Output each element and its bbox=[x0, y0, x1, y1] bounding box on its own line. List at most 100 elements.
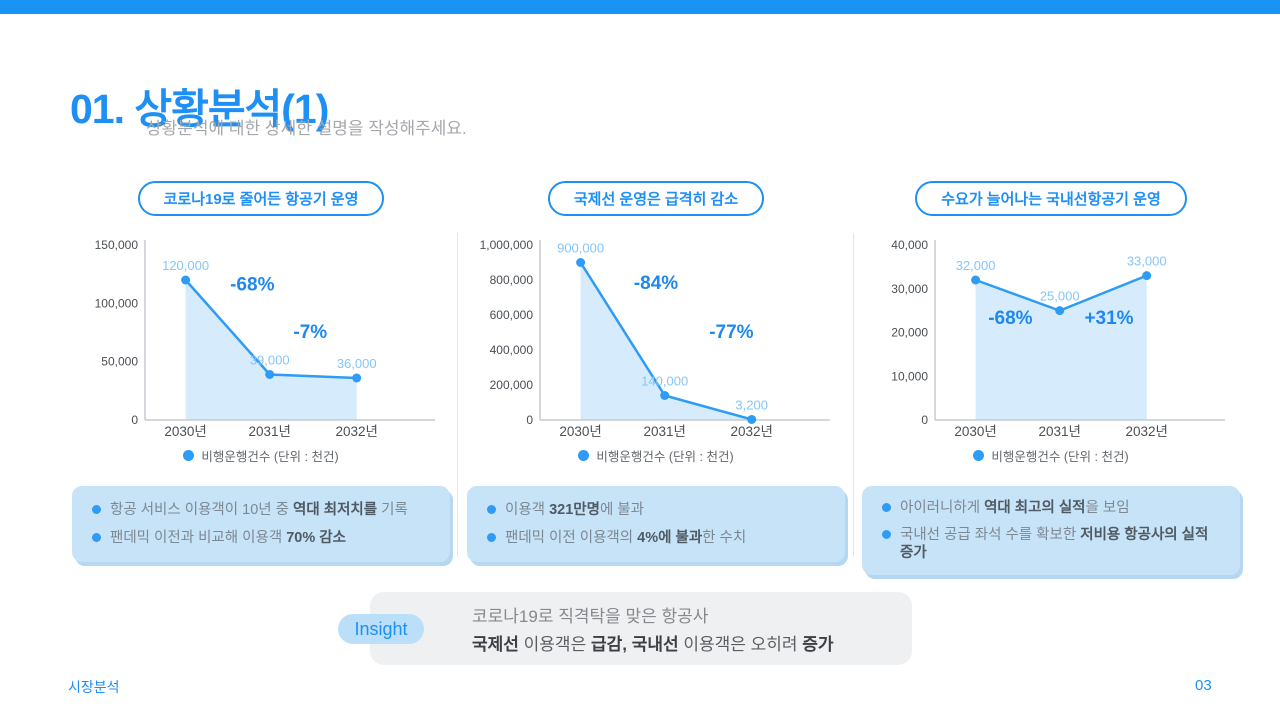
y-tick-label: 50,000 bbox=[101, 355, 138, 369]
text-run-bold: 급감, bbox=[590, 635, 627, 654]
legend-dot-icon bbox=[578, 450, 590, 461]
bullet-item: 항공 서비스 이용객이 10년 중 역대 최저치를 기록 bbox=[92, 501, 430, 519]
legend-dot-icon bbox=[183, 450, 195, 461]
insight-box: 코로나19로 직격탁을 맞은 항공사 국제선 이용객은 급감, 국내선 이용객은… bbox=[370, 592, 912, 665]
y-tick-label: 1,000,000 bbox=[480, 238, 534, 252]
footer-section-label: 시장분석 bbox=[68, 679, 120, 695]
bullet-text: 팬데믹 이전 이용객의 4%에 불과한 수치 bbox=[505, 529, 746, 547]
page-number: 03 bbox=[1195, 677, 1212, 694]
insight-line1: 코로나19로 직격탁을 맞은 항공사 bbox=[472, 607, 709, 626]
y-tick-label: 150,000 bbox=[95, 238, 139, 252]
bullet-item: 아이러니하게 역대 최고의 실적을 보임 bbox=[882, 499, 1220, 517]
text-run: 한 수치 bbox=[702, 529, 747, 546]
area-fill bbox=[185, 280, 357, 420]
chart-legend: 비행운행건수 (단위 : 천건) bbox=[183, 446, 339, 465]
x-tick-label: 2031년 bbox=[1038, 424, 1080, 439]
y-tick-label: 800,000 bbox=[490, 273, 534, 287]
bullet-text: 항공 서비스 이용객이 10년 중 역대 최저치를 기록 bbox=[110, 501, 408, 519]
bullet-text: 이용객 321만명에 불과 bbox=[505, 501, 644, 519]
text-run: 이용객은 bbox=[518, 635, 591, 654]
bullet-dot-icon bbox=[92, 505, 101, 515]
panel-domestic-flights: 수요가 늘어나는 국내선항공기 운영 40,000 30,000 20,000 10,… bbox=[862, 181, 1240, 576]
point-value-label: 36,000 bbox=[337, 356, 377, 371]
pct-change-annotation: -77% bbox=[709, 322, 753, 343]
y-tick-label: 400,000 bbox=[490, 343, 534, 357]
data-point bbox=[181, 275, 191, 285]
page-subtitle: 상황분석에 대한 상세한 설명을 작성해주세요. bbox=[146, 119, 467, 138]
data-point bbox=[352, 373, 362, 383]
column-divider bbox=[457, 233, 458, 557]
insight-badge: Insight bbox=[338, 614, 424, 644]
y-tick-label: 100,000 bbox=[95, 296, 139, 310]
data-point bbox=[576, 258, 586, 267]
panel-international-flights: 국제선 운영은 급격히 감소 1,000,000 800,000 600,000 40… bbox=[467, 181, 845, 562]
page-title: 01. 상황분석(1) bbox=[70, 86, 329, 133]
data-point bbox=[1055, 306, 1065, 316]
text-run: 기록 bbox=[377, 502, 408, 519]
line-chart-flight-ops: 150,000 100,000 50,000 0 120,000 2030년 39,000 2… bbox=[95, 238, 435, 439]
x-tick-label: 2030년 bbox=[164, 424, 206, 439]
pct-change-annotation: -68% bbox=[230, 275, 274, 296]
data-point bbox=[265, 370, 275, 379]
area-fill bbox=[975, 275, 1147, 420]
chart-title: 국제선 운영은 급격히 감소 bbox=[573, 191, 739, 208]
pct-change-annotation: +31% bbox=[1084, 308, 1133, 329]
text-run-bold: 70% 감소 bbox=[286, 529, 346, 546]
column-divider bbox=[853, 233, 854, 557]
y-tick-label: 200,000 bbox=[490, 378, 534, 392]
y-tick-label: 600,000 bbox=[490, 308, 534, 322]
chart-legend: 비행운행건수 (단위 : 천건) bbox=[973, 446, 1129, 465]
bullet-item: 팬데믹 이전 이용객의 4%에 불과한 수치 bbox=[487, 529, 825, 547]
text-run-bold: 저비용 항공사의 실적 증가 bbox=[900, 527, 1209, 562]
insight-line2: 국제선 이용객은 급감, 국내선 이용객은 오히려 증가 bbox=[472, 630, 912, 655]
bullet-item: 팬데믹 이전과 비교해 이용객 70% 감소 bbox=[92, 529, 430, 547]
line-chart-domestic: 40,000 30,000 20,000 10,000 0 32,000 2030년 25,0… bbox=[891, 238, 1225, 439]
chart-title-pill: 국제선 운영은 급격히 감소 bbox=[547, 181, 765, 216]
legend-dot-icon bbox=[973, 450, 985, 461]
pct-change-annotation: -68% bbox=[988, 308, 1032, 329]
text-run: 이용객은 오히려 bbox=[678, 635, 803, 654]
text-run-bold: 321만명 bbox=[549, 502, 600, 519]
bullet-item: 이용객 321만명에 불과 bbox=[487, 501, 825, 519]
bullet-dot-icon bbox=[487, 505, 496, 515]
point-value-label: 39,000 bbox=[250, 353, 290, 368]
point-value-label: 140,000 bbox=[641, 374, 688, 389]
area-fill bbox=[580, 262, 752, 420]
point-value-label: 33,000 bbox=[1127, 254, 1167, 269]
chart-title: 코로나19로 줄어든 항공기 운영 bbox=[163, 191, 359, 208]
y-tick-label: 20,000 bbox=[891, 326, 928, 340]
x-tick-label: 2031년 bbox=[643, 424, 685, 439]
x-tick-label: 2030년 bbox=[559, 424, 601, 439]
y-tick-label: 0 bbox=[526, 413, 533, 427]
point-value-label: 25,000 bbox=[1040, 289, 1080, 304]
insight-section: 코로나19로 직격탁을 맞은 항공사 국제선 이용객은 급감, 국내선 이용객은… bbox=[338, 592, 912, 665]
point-value-label: 3,200 bbox=[735, 397, 768, 412]
chart-title-pill: 코로나19로 줄어든 항공기 운영 bbox=[137, 181, 385, 216]
point-value-label: 900,000 bbox=[557, 241, 604, 256]
chart-title-pill: 수요가 늘어나는 국내선항공기 운영 bbox=[915, 181, 1187, 216]
text-run-bold: 증가 bbox=[802, 635, 834, 654]
x-tick-label: 2032년 bbox=[730, 424, 772, 439]
y-tick-label: 40,000 bbox=[891, 238, 928, 252]
text-run-bold: 국제선 bbox=[472, 635, 519, 654]
y-tick-label: 0 bbox=[921, 413, 928, 427]
text-run: 이용객 bbox=[505, 502, 550, 519]
data-point bbox=[971, 275, 981, 285]
x-tick-label: 2032년 bbox=[1125, 424, 1167, 439]
text-run: 을 보임 bbox=[1085, 500, 1130, 516]
legend-label: 비행운행건수 (단위 : 천건) bbox=[596, 450, 734, 464]
text-run-bold: 역대 최저치를 bbox=[293, 502, 378, 519]
bullet-dot-icon bbox=[487, 532, 496, 542]
x-tick-label: 2032년 bbox=[335, 424, 377, 439]
chart-title: 수요가 늘어나는 국내선항공기 운영 bbox=[941, 191, 1161, 208]
point-value-label: 32,000 bbox=[956, 258, 996, 273]
bullet-dot-icon bbox=[92, 532, 101, 542]
bullet-dot-icon bbox=[882, 503, 891, 512]
text-run-bold: 국내선 bbox=[631, 635, 679, 654]
info-box-domestic: 아이러니하게 역대 최고의 실적을 보임 국내선 공급 좌석 수를 확보한 저비용… bbox=[862, 486, 1240, 576]
data-point bbox=[747, 414, 757, 424]
x-tick-label: 2031년 bbox=[248, 424, 290, 439]
text-run: 에 불과 bbox=[599, 502, 644, 519]
